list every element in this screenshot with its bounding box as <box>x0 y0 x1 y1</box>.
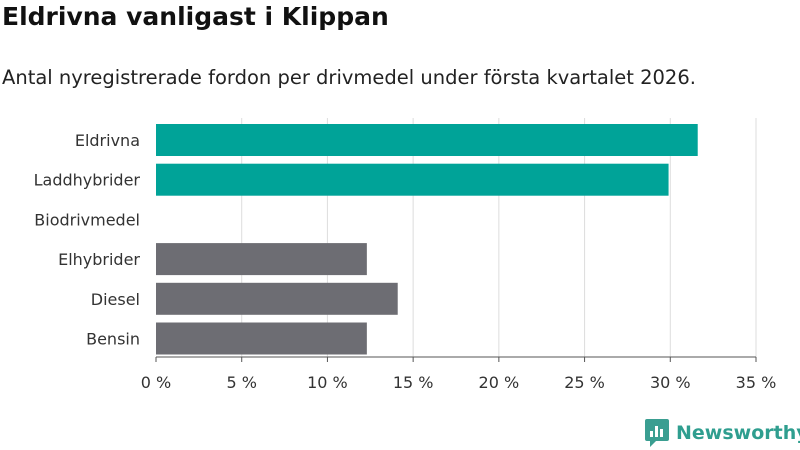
category-label: Diesel <box>91 290 140 309</box>
brand-name: Newsworthy <box>676 422 800 444</box>
chart-title: Eldrivna vanligast i Klippan <box>2 2 389 31</box>
brand-logo: Newsworthy <box>644 418 800 448</box>
bar <box>156 124 698 156</box>
category-label: Eldrivna <box>75 131 140 150</box>
category-label: Biodrivmedel <box>34 210 140 229</box>
category-label: Bensin <box>86 330 140 349</box>
bar <box>156 322 367 355</box>
x-tick-label: 20 % <box>479 373 520 392</box>
bar <box>156 282 398 315</box>
x-tick-label: 0 % <box>141 373 171 392</box>
x-tick-label: 15 % <box>393 373 434 392</box>
x-tick-label: 35 % <box>736 373 777 392</box>
chart-subtitle: Antal nyregistrerade fordon per drivmede… <box>2 66 696 89</box>
x-tick-label: 5 % <box>226 373 256 392</box>
category-label: Laddhybrider <box>34 171 141 190</box>
x-tick-label: 10 % <box>307 373 348 392</box>
x-tick-label: 25 % <box>564 373 605 392</box>
category-label: Elhybrider <box>58 250 140 269</box>
bar <box>156 243 367 276</box>
bar-chart: Eldrivna Laddhybrider Biodrivmedel Elhybrid… <box>34 118 777 392</box>
x-tick-label: 30 % <box>650 373 691 392</box>
bar <box>156 163 669 196</box>
newsworthy-logo-icon <box>645 419 669 447</box>
